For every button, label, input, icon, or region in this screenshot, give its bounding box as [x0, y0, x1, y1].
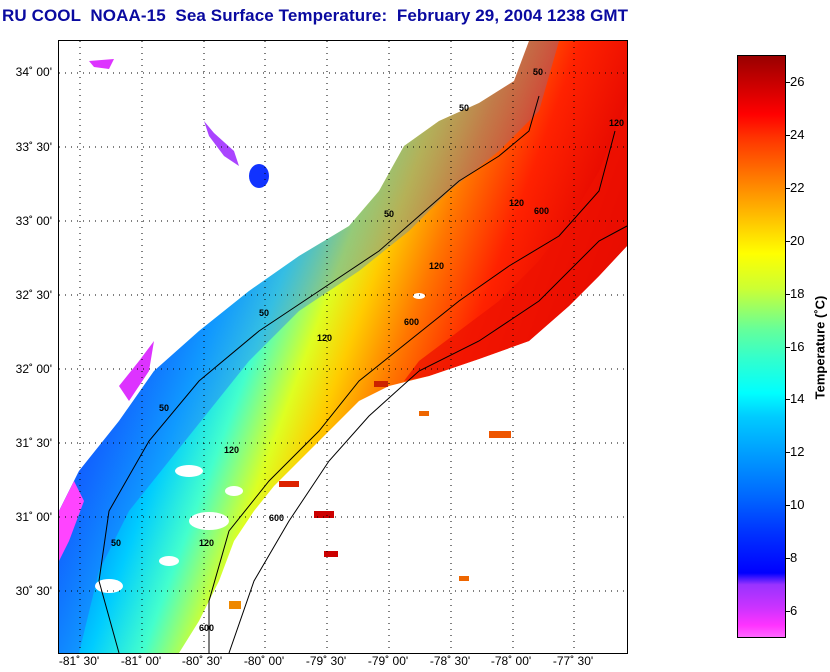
lon-label-79-00: -79˚ 00': [367, 654, 409, 668]
contour-label: 50: [159, 403, 169, 413]
colorbar-tick-mark: [785, 452, 790, 454]
sst-patch: [229, 601, 241, 609]
colorbar-tick-mark: [785, 188, 790, 190]
sst-patch: [314, 511, 334, 518]
contour-50m: [98, 95, 540, 653]
colorbar-tick-label: 10: [790, 496, 805, 512]
colorbar-tick-mark: [785, 557, 790, 559]
colorbar-tick-label: 26: [790, 74, 805, 90]
cloud-patch: [413, 293, 425, 299]
colorbar-tick-label: 22: [790, 180, 805, 196]
colorbar-tick-mark: [785, 346, 790, 348]
contour-label: 120: [509, 198, 524, 208]
lat-label-30-30: 30˚ 30': [15, 584, 52, 598]
temperature-colorbar: [737, 55, 786, 638]
sst-patch: [324, 551, 338, 557]
sst-patch: [489, 431, 511, 438]
lon-label-78-00: -78˚ 00': [490, 654, 532, 668]
lake-patch: [249, 164, 269, 188]
colorbar-tick-label: 14: [790, 391, 805, 407]
contour-label: 600: [404, 317, 419, 327]
estuary-patch: [204, 121, 239, 166]
contour-label: 50: [459, 103, 469, 113]
contour-label: 120: [429, 261, 444, 271]
colorbar-tick-mark: [785, 504, 790, 506]
lat-label-34-00: 34˚ 00': [15, 65, 52, 79]
lon-label-81-00: -81˚ 00': [120, 654, 162, 668]
cloud-patch: [159, 556, 179, 566]
colorbar-tick-label: 6: [790, 602, 798, 618]
colorbar-tick-mark: [785, 610, 790, 612]
contour-label: 50: [259, 308, 269, 318]
lat-label-31-00: 31˚ 00': [15, 510, 52, 524]
contour-label: 120: [224, 445, 239, 455]
colorbar-tick-label: 12: [790, 444, 805, 460]
contour-label: 600: [199, 623, 214, 633]
contour-label: 600: [534, 206, 549, 216]
contour-label: 120: [199, 538, 214, 548]
sst-shelf-overlay: [59, 41, 559, 653]
lat-label-32-00: 32˚ 00': [15, 362, 52, 376]
lat-label-33-30: 33˚ 30': [15, 140, 52, 154]
colorbar-tick-mark: [785, 135, 790, 137]
contour-label: 50: [533, 67, 543, 77]
contour-label: 50: [384, 209, 394, 219]
lat-label-32-30: 32˚ 30': [15, 288, 52, 302]
lon-label-78-30: -78˚ 30': [429, 654, 471, 668]
colorbar-tick-mark: [785, 293, 790, 295]
colorbar-tick-mark: [785, 240, 790, 242]
lat-label-33-00: 33˚ 00': [15, 214, 52, 228]
cloud-patch: [189, 512, 229, 530]
colorbar-label: Temperature (˚C): [812, 295, 828, 400]
colorbar-tick-label: 8: [790, 549, 798, 565]
sst-patch: [279, 481, 299, 487]
lon-label-79-30: -79˚ 30': [305, 654, 347, 668]
sst-map[interactable]: 50 50 50 50 50 50 120 120 120 120 120 12…: [58, 40, 628, 654]
lon-label-80-30: -80˚ 30': [181, 654, 223, 668]
gulf-stream-band: [404, 101, 627, 381]
lon-label-80-00: -80˚ 00': [243, 654, 285, 668]
map-title: RU COOL NOAA-15 Sea Surface Temperature:…: [2, 6, 629, 25]
colorbar-tick-mark: [785, 399, 790, 401]
estuary-patch: [119, 341, 154, 401]
sst-water-field: [59, 41, 627, 653]
contour-label: 120: [609, 118, 624, 128]
sst-map-image: 50 50 50 50 50 50 120 120 120 120 120 12…: [59, 41, 627, 653]
cloud-patch: [225, 486, 243, 496]
contour-label: 50: [111, 538, 121, 548]
colorbar-tick-label: 24: [790, 127, 805, 143]
contour-120m: [208, 130, 616, 653]
contour-label: 600: [269, 513, 284, 523]
cloud-patch: [95, 579, 123, 593]
lon-label-81-30: -81˚ 30': [58, 654, 100, 668]
estuary-patch: [59, 481, 84, 561]
colorbar-tick-mark: [785, 82, 790, 84]
sst-patch: [459, 576, 469, 581]
estuary-patch: [89, 59, 114, 69]
contour-label: 120: [317, 333, 332, 343]
colorbar-tick-label: 16: [790, 338, 805, 354]
colorbar-tick-label: 20: [790, 232, 805, 248]
lon-label-77-30: -77˚ 30': [552, 654, 594, 668]
lat-label-31-30: 31˚ 30': [15, 436, 52, 450]
cloud-patch: [175, 465, 203, 477]
sst-patch: [374, 381, 388, 387]
colorbar-tick-label: 18: [790, 285, 805, 301]
contour-600m: [228, 225, 627, 653]
sst-patch: [419, 411, 429, 416]
graticule: [59, 41, 627, 653]
